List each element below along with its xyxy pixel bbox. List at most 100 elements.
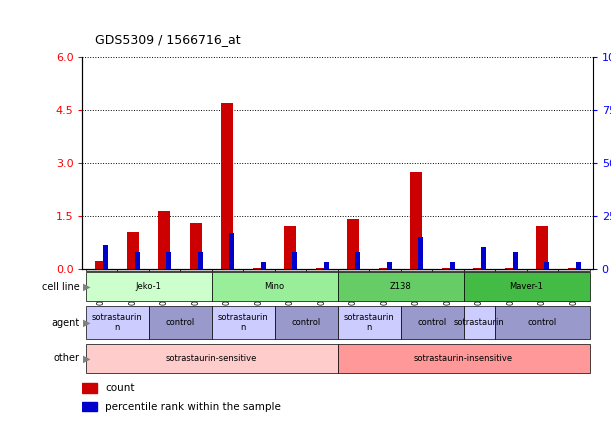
- FancyBboxPatch shape: [464, 272, 590, 301]
- Text: sotrastaurin
n: sotrastaurin n: [218, 313, 268, 332]
- Bar: [379, 268, 391, 269]
- Bar: [450, 262, 455, 269]
- FancyBboxPatch shape: [401, 269, 432, 271]
- FancyBboxPatch shape: [86, 272, 211, 301]
- Bar: [95, 261, 108, 269]
- Text: GSM1044973: GSM1044973: [254, 275, 263, 326]
- FancyBboxPatch shape: [211, 272, 337, 301]
- FancyBboxPatch shape: [211, 306, 274, 339]
- Bar: [576, 262, 580, 269]
- FancyBboxPatch shape: [495, 269, 527, 271]
- Bar: [419, 237, 423, 269]
- Text: GSM1044967: GSM1044967: [97, 275, 106, 326]
- Bar: [324, 262, 329, 269]
- FancyBboxPatch shape: [86, 306, 148, 339]
- FancyBboxPatch shape: [401, 306, 464, 339]
- Bar: [442, 268, 454, 269]
- FancyBboxPatch shape: [86, 344, 337, 373]
- Bar: [229, 233, 234, 269]
- Text: control: control: [166, 318, 195, 327]
- Bar: [536, 225, 548, 269]
- Text: sotrastaurin: sotrastaurin: [454, 318, 505, 327]
- Bar: [284, 225, 296, 269]
- Text: count: count: [106, 383, 135, 393]
- Text: GSM1044971: GSM1044971: [223, 275, 232, 326]
- Text: ▶: ▶: [82, 282, 90, 291]
- Bar: [103, 245, 108, 269]
- Text: GSM1044980: GSM1044980: [569, 275, 578, 326]
- Text: GSM1044966: GSM1044966: [160, 275, 169, 326]
- Text: GDS5309 / 1566716_at: GDS5309 / 1566716_at: [95, 33, 240, 47]
- FancyBboxPatch shape: [337, 269, 369, 271]
- Bar: [293, 252, 297, 269]
- Bar: [411, 172, 422, 269]
- FancyBboxPatch shape: [274, 306, 337, 339]
- Bar: [261, 262, 266, 269]
- Text: GSM1044979: GSM1044979: [475, 275, 484, 326]
- FancyBboxPatch shape: [306, 269, 337, 271]
- Text: cell line: cell line: [42, 282, 79, 291]
- Bar: [316, 268, 328, 269]
- Bar: [190, 223, 202, 269]
- Bar: [387, 262, 392, 269]
- Text: ▶: ▶: [82, 318, 90, 327]
- FancyBboxPatch shape: [211, 269, 243, 271]
- Bar: [158, 212, 170, 269]
- Bar: [198, 252, 203, 269]
- Bar: [127, 232, 139, 269]
- FancyBboxPatch shape: [148, 269, 180, 271]
- FancyBboxPatch shape: [369, 269, 401, 271]
- Text: sotrastaurin
n: sotrastaurin n: [92, 313, 142, 332]
- Bar: [166, 252, 171, 269]
- FancyBboxPatch shape: [274, 269, 306, 271]
- Bar: [474, 268, 485, 269]
- Text: control: control: [417, 318, 447, 327]
- Text: GSM1044976: GSM1044976: [444, 275, 452, 326]
- Bar: [513, 252, 518, 269]
- Bar: [568, 268, 580, 269]
- Text: Jeko-1: Jeko-1: [136, 282, 161, 291]
- FancyBboxPatch shape: [337, 306, 401, 339]
- Text: control: control: [528, 318, 557, 327]
- FancyBboxPatch shape: [86, 269, 117, 271]
- Text: GSM1044974: GSM1044974: [412, 275, 421, 326]
- Bar: [82, 402, 97, 411]
- Text: GSM1044978: GSM1044978: [538, 275, 547, 326]
- Bar: [347, 219, 359, 269]
- Text: agent: agent: [51, 318, 79, 327]
- FancyBboxPatch shape: [148, 306, 211, 339]
- Text: sotrastaurin-insensitive: sotrastaurin-insensitive: [414, 354, 513, 363]
- FancyBboxPatch shape: [337, 344, 590, 373]
- FancyBboxPatch shape: [464, 269, 495, 271]
- Text: Z138: Z138: [390, 282, 411, 291]
- Text: percentile rank within the sample: percentile rank within the sample: [106, 402, 281, 412]
- FancyBboxPatch shape: [243, 269, 274, 271]
- Text: GSM1044977: GSM1044977: [380, 275, 389, 326]
- Bar: [253, 268, 265, 269]
- FancyBboxPatch shape: [180, 269, 211, 271]
- Text: GSM1044981: GSM1044981: [507, 275, 515, 326]
- Bar: [505, 268, 517, 269]
- Bar: [481, 247, 486, 269]
- FancyBboxPatch shape: [527, 269, 558, 271]
- Text: GSM1044970: GSM1044970: [286, 275, 295, 326]
- Bar: [82, 383, 97, 393]
- Text: GSM1044968: GSM1044968: [191, 275, 200, 326]
- Text: GSM1044969: GSM1044969: [128, 275, 137, 326]
- Text: sotrastaurin
n: sotrastaurin n: [344, 313, 395, 332]
- Bar: [544, 262, 549, 269]
- Bar: [221, 103, 233, 269]
- Text: GSM1044972: GSM1044972: [317, 275, 326, 326]
- Text: other: other: [53, 354, 79, 363]
- Bar: [135, 252, 140, 269]
- Bar: [356, 252, 360, 269]
- FancyBboxPatch shape: [495, 306, 590, 339]
- FancyBboxPatch shape: [432, 269, 464, 271]
- Text: GSM1044975: GSM1044975: [349, 275, 358, 326]
- FancyBboxPatch shape: [117, 269, 148, 271]
- Text: sotrastaurin-sensitive: sotrastaurin-sensitive: [166, 354, 257, 363]
- Text: ▶: ▶: [82, 354, 90, 363]
- FancyBboxPatch shape: [464, 306, 495, 339]
- Text: control: control: [291, 318, 321, 327]
- FancyBboxPatch shape: [337, 272, 464, 301]
